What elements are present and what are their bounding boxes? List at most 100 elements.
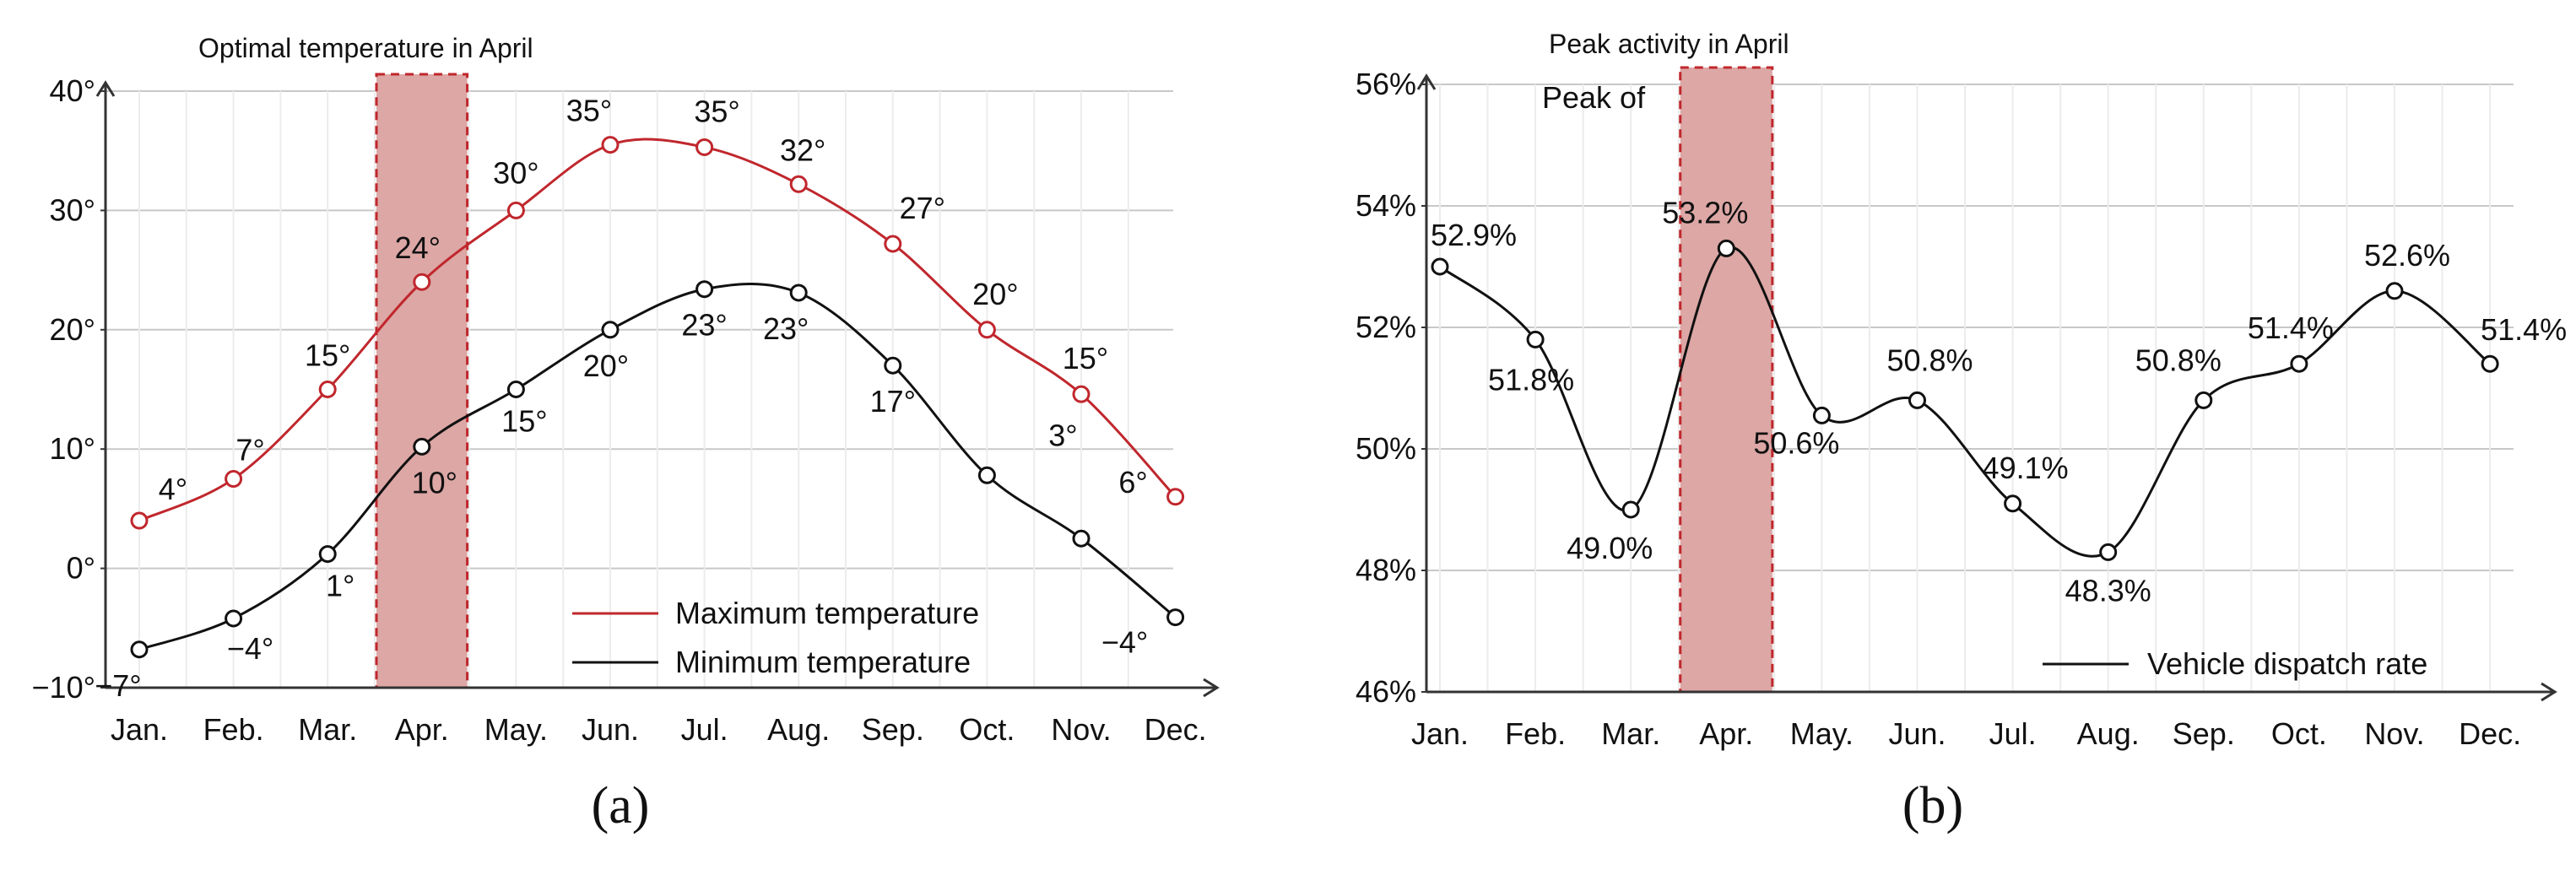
data-point-0 — [1072, 385, 1090, 403]
x-tick-label: Apr. — [395, 712, 449, 747]
data-label: 52.6% — [2364, 238, 2450, 273]
y-tick-label: −10° — [32, 670, 95, 705]
data-point-1 — [601, 321, 620, 339]
data-label: 50.8% — [2135, 343, 2222, 377]
x-axis-arrow — [2541, 682, 2557, 702]
data-point-0 — [695, 138, 714, 156]
data-label: −7° — [95, 668, 141, 703]
chart-title: Optimal temperature in April — [198, 33, 533, 63]
panel-b: 46% 48% 50% 52% 54% 56% Jan. Feb. Mar. Apr. May. Ju… — [1356, 29, 2567, 834]
y-tick-label: 52% — [1356, 310, 1416, 344]
y-tick-label: 10° — [50, 431, 95, 466]
y-tick-label: 56% — [1356, 67, 1416, 101]
data-point-1 — [695, 280, 714, 299]
data-label: 1° — [326, 569, 354, 603]
x-tick-label: Dec. — [2459, 716, 2521, 751]
data-point-1 — [506, 381, 525, 398]
data-label: 35° — [694, 94, 739, 128]
data-label: 20° — [583, 348, 629, 383]
data-label: 50.6% — [1753, 425, 1839, 460]
y-tick-label: 20° — [50, 312, 95, 347]
data-point-0 — [1621, 500, 1640, 519]
x-tick-label: Jul. — [1989, 716, 2037, 751]
y-tick-label: 30° — [50, 192, 95, 227]
data-label: 15° — [305, 338, 350, 373]
data-point-1 — [130, 640, 149, 659]
x-tick-label: Aug. — [767, 712, 830, 747]
panel-label: (b) — [1902, 777, 1963, 834]
highlight-band-april — [1679, 66, 1774, 694]
y-tick-label: 0° — [67, 551, 95, 586]
data-label: 49.0% — [1567, 531, 1653, 565]
chart-title: Peak activity in April — [1549, 29, 1789, 59]
data-point-0 — [601, 136, 620, 154]
x-tick-label: Sep. — [2173, 716, 2235, 751]
data-label: 10° — [412, 465, 457, 500]
data-point-0 — [318, 381, 337, 398]
x-tick-label: Jul. — [681, 712, 728, 747]
data-label: 4° — [159, 472, 187, 506]
data-point-0 — [1908, 391, 1926, 409]
series-line-0 — [138, 138, 1177, 522]
data-label: 50.8% — [1886, 343, 1973, 377]
data-label: 23° — [681, 308, 727, 343]
x-tick-label: Dec. — [1145, 712, 1207, 747]
data-label: 6° — [1118, 465, 1147, 500]
data-label: 15° — [1063, 341, 1108, 375]
data-label: 32° — [780, 132, 825, 167]
x-tick-label: May. — [484, 712, 548, 747]
y-tick-label: 54% — [1356, 188, 1416, 223]
legend-label: Vehicle dispatch rate — [2147, 646, 2427, 681]
annotation-text: Peak of — [1542, 80, 1646, 115]
data-label: 27° — [900, 191, 945, 225]
data-point-1 — [413, 437, 431, 456]
data-label: 53.2% — [1662, 195, 1748, 230]
data-label: 3° — [1048, 418, 1077, 452]
y-axis-arrow — [95, 80, 116, 97]
data-point-0 — [2004, 494, 2022, 513]
data-label: 7° — [235, 433, 264, 467]
highlight-band-april — [375, 73, 469, 689]
data-point-0 — [1431, 257, 1449, 276]
x-tick-label: Mar. — [1601, 716, 1660, 751]
data-label: 51.4% — [2248, 311, 2334, 345]
data-point-1 — [1166, 608, 1185, 627]
data-label: 35° — [566, 94, 612, 128]
data-label: 52.9% — [1431, 218, 1517, 252]
y-tick-label: 48% — [1356, 553, 1416, 587]
y-axis-arrow — [1416, 73, 1437, 90]
data-label: 24° — [395, 230, 441, 265]
data-point-0 — [2385, 282, 2404, 300]
data-point-0 — [789, 175, 808, 193]
data-label: 20° — [972, 277, 1018, 311]
x-tick-label: Oct. — [959, 712, 1015, 747]
x-tick-label: Aug. — [2077, 716, 2140, 751]
data-point-0 — [1717, 239, 1735, 257]
x-tick-label: Mar. — [298, 712, 357, 747]
data-label: −4° — [227, 631, 273, 666]
x-tick-label: May. — [1790, 716, 1854, 751]
data-label: 23° — [763, 311, 809, 346]
data-point-1 — [1072, 529, 1090, 548]
data-label: −4° — [1101, 625, 1148, 660]
legend-label: Minimum temperature — [675, 645, 971, 679]
legend-label: Maximum temperature — [675, 596, 979, 630]
x-tick-label: Feb. — [1505, 716, 1566, 751]
data-point-0 — [1166, 488, 1185, 506]
data-label: 49.1% — [1983, 451, 2069, 485]
data-point-0 — [884, 235, 902, 253]
data-label: 15° — [501, 404, 547, 439]
data-point-0 — [2481, 354, 2499, 373]
y-tick-label: 40° — [50, 73, 95, 108]
data-point-0 — [2194, 391, 2213, 409]
data-point-0 — [225, 470, 243, 489]
data-label: 51.8% — [1488, 362, 1574, 397]
panel-a: −10° 0° 10° 20° 30° 40° Jan. Feb. Mar. Apr. May. Ju… — [32, 33, 1220, 834]
x-tick-label: Sep. — [862, 712, 924, 747]
data-point-0 — [1526, 330, 1545, 348]
data-point-0 — [2099, 543, 2118, 561]
data-point-0 — [977, 321, 996, 339]
data-point-0 — [506, 201, 525, 219]
data-label: 48.3% — [2065, 573, 2151, 608]
